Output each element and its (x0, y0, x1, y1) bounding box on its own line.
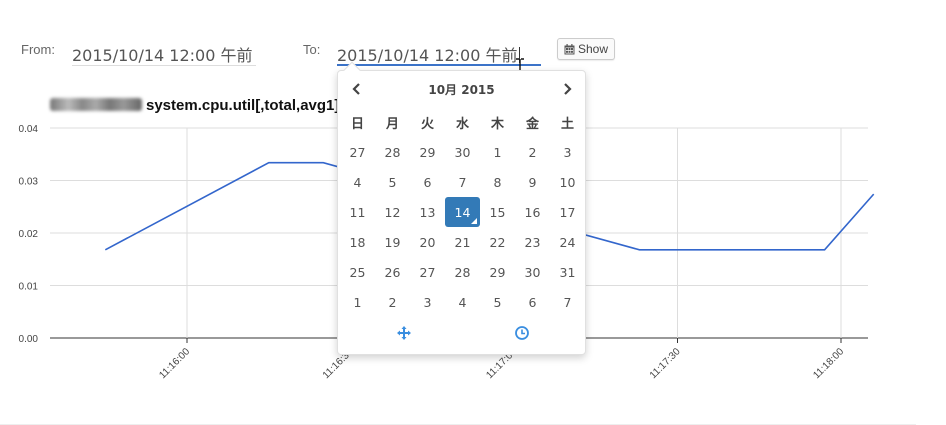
to-date-value: 2015/10/14 12:00 午前 (337, 46, 518, 65)
calendar-day[interactable]: 7 (563, 294, 572, 310)
calendar-day[interactable]: 11 (349, 204, 366, 220)
calendar-day[interactable]: 29 (419, 144, 436, 160)
calendar-week-row: 18 19 20 21 22 23 24 (340, 227, 585, 257)
month-year-switch[interactable]: 10月 2015 (428, 83, 495, 97)
calendar-icon (564, 43, 575, 54)
calendar-day[interactable]: 30 (524, 264, 541, 280)
toggle-date-button[interactable] (394, 323, 414, 343)
calendar-day[interactable]: 25 (349, 264, 366, 280)
calendar-day[interactable]: 6 (528, 294, 537, 310)
from-label: From: (21, 42, 55, 57)
calendar-grid: 日月火水木金土 27 28 29 30 1 2 3 4 5 6 7 8 9 10 11 12 13 14 15 16 17… (340, 107, 585, 317)
calendar-week-row: 27 28 29 30 1 2 3 (340, 137, 585, 167)
x-tick-label: 11:18:00 (811, 346, 846, 381)
y-tick-label: 0.04 (19, 124, 39, 135)
redacted-hostname (50, 98, 142, 111)
calendar-day[interactable]: 8 (493, 174, 502, 190)
calendar-day[interactable]: 15 (489, 204, 506, 220)
calendar-day[interactable]: 28 (454, 264, 471, 280)
clock-icon (515, 326, 529, 340)
calendar-day-selected[interactable]: 14 (445, 197, 480, 227)
calendar-day[interactable]: 31 (559, 264, 576, 280)
calendar-day[interactable]: 16 (524, 204, 541, 220)
chart-title: system.cpu.util[,total,avg1] (50, 97, 339, 114)
move-icon (397, 326, 411, 340)
weekday-label: 金 (525, 116, 539, 132)
calendar-day[interactable]: 2 (388, 294, 397, 310)
calendar-week-row: 25 26 27 28 29 30 31 (340, 257, 585, 287)
calendar-day[interactable]: 17 (559, 204, 576, 220)
calendar-day[interactable]: 5 (493, 294, 502, 310)
y-tick-label: 0.03 (19, 177, 39, 188)
calendar-day[interactable]: 27 (419, 264, 436, 280)
calendar-day[interactable]: 30 (454, 144, 471, 160)
calendar-day[interactable]: 21 (454, 234, 471, 250)
calendar-day[interactable]: 26 (384, 264, 401, 280)
calendar-day[interactable]: 22 (489, 234, 506, 250)
series-line (104, 161, 875, 251)
weekday-label: 水 (455, 116, 469, 132)
ibeam-cursor-icon (516, 58, 524, 74)
weekday-label: 火 (420, 116, 434, 132)
chart-title-text: system.cpu.util[,total,avg1] (146, 97, 340, 114)
calendar-week-row: 11 12 13 14 15 16 17 (340, 197, 585, 227)
text-caret (518, 47, 520, 63)
calendar-day[interactable]: 12 (384, 204, 401, 220)
y-tick-label: 0.01 (19, 282, 39, 293)
weekday-label: 土 (560, 116, 574, 132)
weekday-label: 木 (490, 116, 504, 132)
weekday-header-row: 日月火水木金土 (340, 107, 585, 137)
x-tick-label: 11:17:30 (648, 346, 683, 381)
y-tick-label: 0.00 (19, 334, 39, 345)
datepicker-header: 10月 2015 (338, 79, 585, 99)
calendar-week-row: 4 5 6 7 8 9 10 (340, 167, 585, 197)
calendar-day[interactable]: 19 (384, 234, 401, 250)
datepicker-toolbar (338, 323, 585, 345)
show-button[interactable]: Show (557, 38, 615, 60)
calendar-day[interactable]: 27 (349, 144, 366, 160)
calendar-day[interactable]: 7 (458, 174, 467, 190)
calendar-day[interactable]: 1 (493, 144, 502, 160)
calendar-day[interactable]: 20 (419, 234, 436, 250)
calendar-day[interactable]: 29 (489, 264, 506, 280)
from-date-input[interactable]: 2015/10/14 12:00 午前 (72, 36, 256, 66)
show-button-label: Show (577, 42, 608, 56)
calendar-day[interactable]: 1 (353, 294, 362, 310)
next-month-button[interactable] (555, 79, 579, 99)
weekday-label: 日 (350, 116, 364, 132)
calendar-day[interactable]: 6 (423, 174, 432, 190)
to-date-input[interactable]: 2015/10/14 12:00 午前 (337, 36, 541, 66)
chevron-left-icon (351, 83, 360, 95)
from-date-value: 2015/10/14 12:00 午前 (72, 46, 253, 65)
calendar-day[interactable]: 9 (528, 174, 537, 190)
calendar-week-row: 1 2 3 4 5 6 7 (340, 287, 585, 317)
chevron-right-icon (563, 83, 572, 95)
datepicker-popup: 10月 2015 日月火水木金土 27 28 29 30 1 2 3 4 5 6 7 8 9 10 11 12 1… (337, 61, 586, 355)
calendar-day[interactable]: 5 (388, 174, 397, 190)
calendar-day[interactable]: 13 (419, 204, 436, 220)
to-label: To: (303, 42, 321, 57)
calendar-day[interactable]: 3 (563, 144, 572, 160)
calendar-day[interactable]: 23 (524, 234, 541, 250)
calendar-day[interactable]: 2 (528, 144, 537, 160)
calendar-day[interactable]: 28 (384, 144, 401, 160)
x-tick-label: 11:16:00 (157, 346, 192, 381)
toggle-time-button[interactable] (512, 323, 532, 343)
calendar-day[interactable]: 10 (559, 174, 576, 190)
calendar-day[interactable]: 24 (559, 234, 576, 250)
calendar-day[interactable]: 4 (458, 294, 467, 310)
y-tick-label: 0.02 (19, 229, 39, 240)
calendar-day[interactable]: 18 (349, 234, 366, 250)
calendar-day[interactable]: 4 (353, 174, 362, 190)
calendar-day[interactable]: 3 (423, 294, 432, 310)
prev-month-button[interactable] (344, 79, 368, 99)
weekday-label: 月 (385, 116, 399, 132)
